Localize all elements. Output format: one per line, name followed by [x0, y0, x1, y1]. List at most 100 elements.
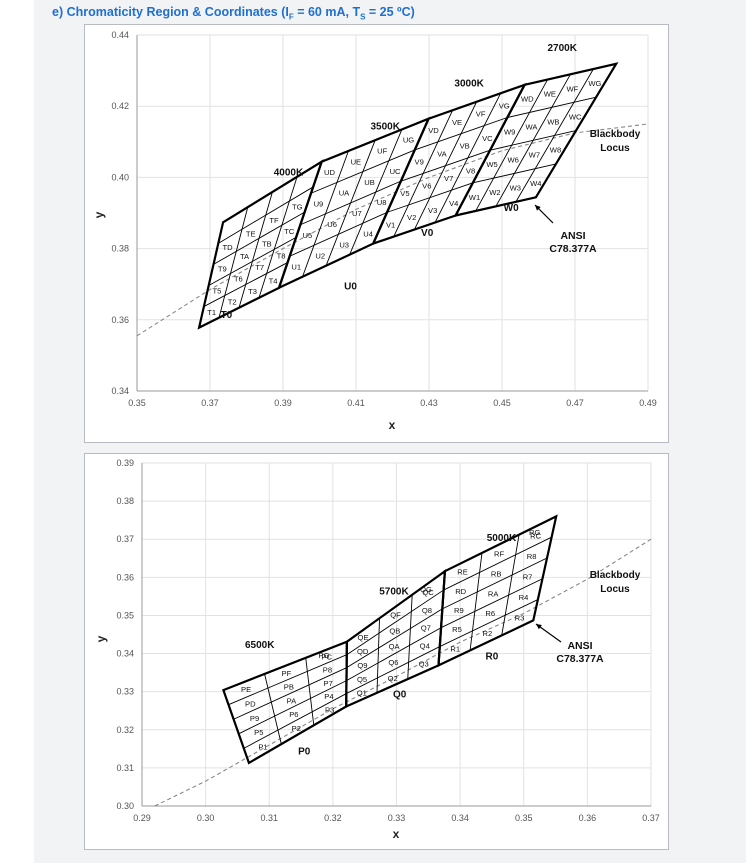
locus-label-line2: Locus: [600, 143, 630, 154]
x-tick-label: 0.36: [579, 813, 597, 823]
x-axis-title: x: [393, 827, 400, 841]
bin-cell-label: RF: [494, 550, 504, 559]
bin-cell-label: V2: [407, 213, 416, 222]
y-tick-label: 0.34: [116, 649, 134, 659]
bin-group-outline-w: [453, 62, 619, 218]
bin-divider: [386, 182, 474, 213]
bin-divider: [203, 262, 288, 307]
bin-cell-label: UD: [324, 168, 335, 177]
bin-cell-label: W6: [508, 155, 519, 164]
bin-divider: [289, 211, 388, 257]
bin-cell-label: V4: [449, 199, 458, 208]
bin-cell-label: R2: [482, 629, 492, 638]
x-tick-label: 0.34: [451, 813, 469, 823]
bin-divider: [218, 186, 314, 244]
locus-label-line1: Blackbody: [590, 570, 641, 581]
bin-cell-label: UB: [364, 178, 375, 187]
bin-cell-label: QB: [389, 626, 400, 635]
bin-cell-label: VA: [437, 150, 448, 159]
bin-cell-label: R3: [515, 614, 525, 623]
bin-cell-label: P1: [258, 742, 267, 751]
bin-divider: [300, 180, 402, 226]
bin-cell-label: U9: [314, 200, 324, 209]
y-axis-title: y: [94, 635, 108, 642]
bin-cell-label: RB: [491, 570, 502, 579]
bin-cell-label: TD: [222, 243, 233, 252]
bin-cell-label: Q1: [357, 689, 367, 698]
bin-cell-label: P9: [250, 714, 259, 723]
bin-cell-label: PC: [321, 652, 332, 661]
bin-cell-label: V5: [400, 189, 409, 198]
bin-cell-label: W4: [530, 179, 541, 188]
x-tick-label: 0.45: [493, 398, 511, 408]
bin-divider: [501, 534, 520, 636]
x-tick-label: 0.47: [566, 398, 584, 408]
x-tick-label: 0.49: [639, 398, 657, 408]
bin-group-label: T0: [221, 310, 233, 321]
bin-divider: [440, 578, 543, 629]
bin-cell-label: PG: [319, 651, 330, 660]
bin-cell-label: T5: [213, 286, 222, 295]
bin-cell-label: RC: [530, 532, 541, 541]
bin-cell-label: UC: [390, 167, 401, 176]
bin-cell-label: T2: [228, 297, 237, 306]
bin-cell-label: Q9: [357, 661, 367, 670]
bin-divider: [305, 657, 315, 726]
bin-cell-label: Q4: [420, 641, 430, 650]
bin-cell-label: PE: [241, 685, 251, 694]
bin-cell-label: PB: [284, 683, 294, 692]
y-tick-label: 0.44: [111, 30, 129, 40]
bin-cell-label: VE: [452, 118, 462, 127]
bin-divider: [442, 557, 548, 610]
bin-cell-label: U1: [291, 263, 301, 272]
bin-divider: [218, 207, 249, 318]
bin-cell-label: V7: [444, 174, 453, 183]
bin-cell-label: T6: [234, 275, 243, 284]
bin-cell-label: V8: [466, 166, 475, 175]
y-tick-label: 0.36: [111, 315, 129, 325]
bin-cell-label: VB: [460, 142, 470, 151]
bin-cell-label: U7: [352, 209, 362, 218]
y-tick-label: 0.36: [116, 572, 134, 582]
bin-cell-label: R5: [452, 625, 462, 634]
bin-cell-label: R1: [450, 644, 460, 653]
bin-cell-label: R9: [454, 606, 464, 615]
bin-cell-label: TF: [269, 216, 279, 225]
locus-label-line2: Locus: [600, 584, 630, 595]
y-tick-label: 0.37: [116, 534, 134, 544]
x-tick-label: 0.37: [642, 813, 660, 823]
blackbody-locus-line: [154, 538, 652, 807]
bin-cell-label: QC: [422, 588, 434, 597]
bin-cell-label: VC: [482, 134, 493, 143]
x-tick-label: 0.35: [128, 398, 146, 408]
bin-cell-label: Q7: [421, 624, 431, 633]
chart-panel-top: 0.35 0.37 0.39 0.41 0.43 0.45 0.47 0.49 0.34 0.36…: [84, 24, 669, 443]
bin-cell-label: VF: [476, 110, 486, 119]
y-tick-label: 0.32: [116, 725, 134, 735]
bin-cell-label: WE: [544, 89, 556, 98]
bin-cell-label: QD: [357, 647, 369, 656]
bin-cell-label: TA: [240, 252, 250, 261]
bin-group-label: V0: [421, 228, 434, 239]
bin-cell-label: RA: [488, 589, 499, 598]
x-tick-label: 0.29: [133, 813, 151, 823]
ansi-label-line2: C78.377A: [556, 653, 604, 665]
x-tick-label: 0.33: [388, 813, 406, 823]
bin-cell-label: W8: [550, 146, 561, 155]
bin-divider: [213, 211, 305, 265]
bin-divider: [407, 594, 413, 680]
bin-cell-label: WD: [521, 95, 534, 104]
x-tick-label: 0.32: [324, 813, 342, 823]
bin-cell-label: PD: [245, 700, 256, 709]
bin-cell-label: WB: [547, 117, 559, 126]
bin-cell-label: U5: [303, 231, 313, 240]
bin-cell-label: V3: [428, 206, 437, 215]
chromaticity-chart-warm: 0.35 0.37 0.39 0.41 0.43 0.45 0.47 0.49 0.34 0.36…: [92, 30, 657, 432]
y-tick-label: 0.39: [116, 458, 134, 468]
y-tick-label: 0.33: [116, 687, 134, 697]
bin-cell-label: U3: [339, 241, 349, 250]
bin-cell-label: W2: [489, 188, 500, 197]
bin-cell-label: W3: [510, 184, 521, 193]
x-tick-label: 0.30: [197, 813, 215, 823]
bin-divider: [443, 536, 552, 591]
